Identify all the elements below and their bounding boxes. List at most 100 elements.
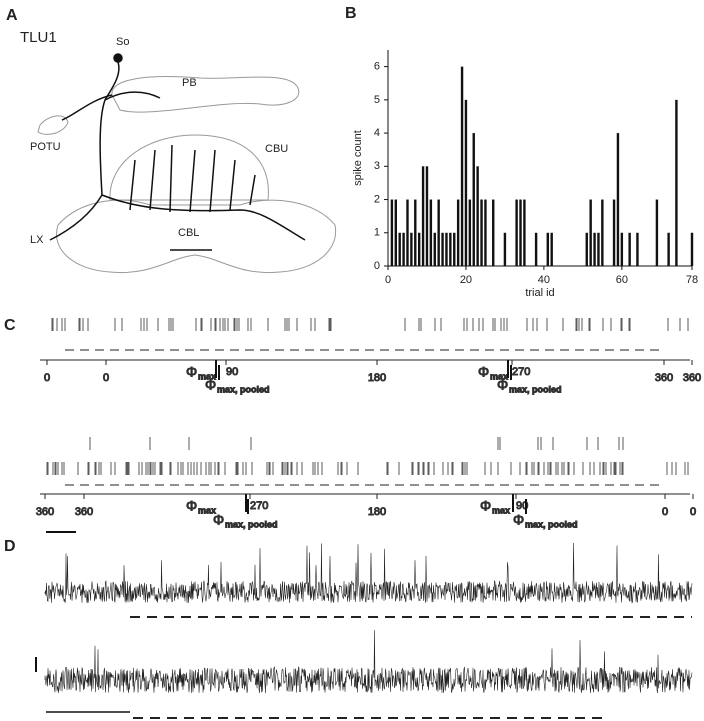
- angle-label: 0: [103, 372, 109, 384]
- angle-label: 270: [250, 500, 268, 512]
- bar: [690, 232, 694, 266]
- phi-subscript: max, pooled: [217, 384, 270, 394]
- bar: [464, 99, 468, 266]
- phi-subscript: max: [198, 371, 216, 381]
- panel-label: D: [4, 538, 16, 555]
- bar: [417, 232, 421, 266]
- phi-subscript: max, pooled: [509, 384, 562, 394]
- x-tick-label: 60: [616, 274, 628, 286]
- angle-label: 360: [36, 506, 54, 518]
- bar: [550, 232, 553, 266]
- bar: [437, 199, 440, 266]
- panel-label: B: [345, 5, 357, 22]
- phi-subscript: max: [490, 371, 508, 381]
- phi-symbol: Φ: [186, 498, 197, 514]
- bar: [636, 232, 639, 266]
- bar: [675, 99, 678, 266]
- angle-label: 90: [226, 366, 238, 378]
- angle-label: 360: [75, 506, 93, 518]
- bar: [449, 232, 452, 266]
- spike-ticks: [89, 437, 624, 450]
- bar: [519, 199, 522, 266]
- bar: [425, 166, 429, 266]
- x-tick-label: 20: [460, 274, 472, 286]
- bar: [445, 232, 448, 266]
- bar: [402, 232, 405, 266]
- angle-label: 0: [662, 506, 668, 518]
- angle-label: 180: [368, 372, 386, 384]
- x-tick-label: 0: [385, 274, 391, 286]
- bar: [515, 199, 518, 266]
- bar: [667, 232, 670, 266]
- bar: [589, 199, 592, 266]
- region-label: PB: [182, 77, 197, 89]
- bar: [410, 232, 413, 266]
- bar: [616, 133, 620, 266]
- traces: [44, 542, 693, 719]
- phi-symbol: Φ: [213, 512, 224, 528]
- bar: [406, 199, 409, 266]
- phi-symbol: Φ: [513, 512, 524, 528]
- x-tick-label: 40: [538, 274, 550, 286]
- y-tick-label: 1: [374, 227, 380, 239]
- panel-label: C: [4, 317, 16, 334]
- neuron: [49, 53, 306, 241]
- bar: [421, 166, 425, 266]
- brain-outline: [37, 76, 337, 274]
- y-tick-label: 3: [374, 160, 380, 172]
- bar: [453, 232, 456, 266]
- bar: [628, 232, 631, 266]
- angle-label: 360: [683, 372, 701, 384]
- y-tick-label: 4: [374, 127, 380, 139]
- panel-label: A: [6, 7, 18, 24]
- bar: [429, 199, 433, 266]
- bar: [534, 232, 538, 266]
- bar: [441, 232, 444, 266]
- voltage-trace: [44, 630, 693, 694]
- bar: [456, 199, 460, 266]
- phi-symbol: Φ: [480, 498, 491, 514]
- y-axis-label: spike count: [352, 130, 364, 186]
- neuron-name: TLU1: [20, 29, 57, 46]
- bar: [597, 232, 600, 266]
- spike-ticks: [46, 462, 689, 475]
- phi-subscript: max, pooled: [225, 519, 278, 529]
- bar: [480, 199, 483, 266]
- region-label: POTU: [30, 141, 61, 153]
- y-tick-label: 6: [374, 61, 380, 73]
- bar: [394, 199, 397, 266]
- bar: [476, 166, 479, 266]
- bar: [414, 199, 417, 266]
- phi-symbol: Φ: [186, 364, 197, 380]
- y-tick-label: 5: [374, 94, 380, 106]
- bar: [601, 199, 604, 266]
- bar: [612, 199, 616, 266]
- region-label: CBU: [265, 143, 288, 155]
- phi-symbol: Φ: [497, 377, 508, 393]
- bar: [593, 232, 596, 266]
- bar: [472, 133, 475, 266]
- angle-label: 0: [44, 372, 50, 384]
- bar: [546, 232, 549, 266]
- region-label: LX: [30, 234, 44, 246]
- angle-label: 360: [655, 372, 673, 384]
- angle-label: 0: [690, 506, 696, 518]
- region-label: CBL: [178, 227, 199, 239]
- angle-label: 180: [368, 506, 386, 518]
- phi-symbol: Φ: [478, 364, 489, 380]
- spike-ticks: [51, 318, 689, 331]
- angle-label: 270: [512, 366, 530, 378]
- bar: [433, 232, 436, 266]
- bar: [492, 199, 495, 266]
- bar: [468, 199, 472, 266]
- bar: [620, 232, 624, 266]
- phi-subscript: max: [492, 505, 510, 515]
- x-tick-label: 78: [686, 274, 698, 286]
- phi-subscript: max, pooled: [525, 519, 578, 529]
- y-tick-label: 2: [374, 193, 380, 205]
- bar: [390, 199, 394, 266]
- x-axis-label: trial id: [525, 287, 554, 299]
